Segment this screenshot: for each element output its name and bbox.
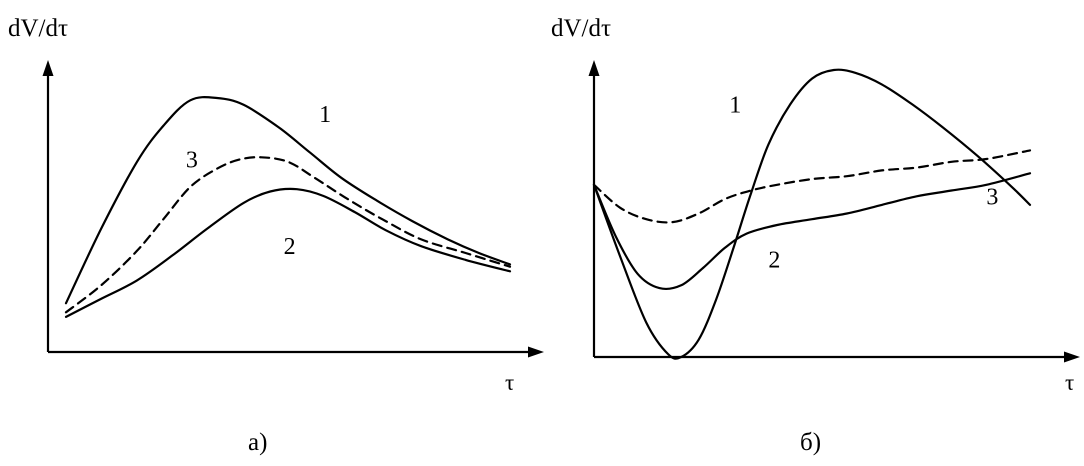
- chart-b-curve-label-2: 2: [768, 247, 780, 273]
- chart-b-y-axis-label: dV/dτ: [551, 15, 611, 42]
- chart-b-curve-label-1: 1: [729, 92, 741, 118]
- chart-a-y-axis-label: dV/dτ: [8, 15, 68, 42]
- chart-b-series-2-line: [592, 172, 1032, 291]
- chart-a-series-3-line: [64, 156, 512, 314]
- chart-a-panel-label: а): [248, 429, 267, 456]
- chart-b-curve-label-3: 3: [986, 184, 998, 210]
- chart-b-panel-label: б): [800, 429, 821, 456]
- chart-b-x-axis-label: τ: [1065, 370, 1074, 395]
- chart-a-curve-label-3: 3: [186, 148, 198, 174]
- chart-panel-b: dV/dτ τ 1 2 3 б): [551, 15, 1080, 456]
- chart-a-x-axis-label: τ: [505, 370, 514, 395]
- chart-a-series-2-line: [64, 187, 512, 318]
- chart-b-x-axis-arrow: [1064, 351, 1080, 363]
- chart-a-curve-label-1: 1: [319, 102, 331, 128]
- chart-panel-a: dV/dτ τ 1 2 3 а): [8, 15, 544, 456]
- chart-a-curve-label-2: 2: [284, 234, 296, 260]
- chart-b-y-axis-arrow: [588, 60, 600, 76]
- chart-a-y-axis-arrow: [42, 60, 54, 76]
- chart-b-series-1-line: [592, 68, 1032, 360]
- chart-a-x-axis-arrow: [528, 346, 544, 358]
- chart-a-series-1-line: [64, 96, 512, 305]
- chart-b-series-3-line: [592, 149, 1032, 224]
